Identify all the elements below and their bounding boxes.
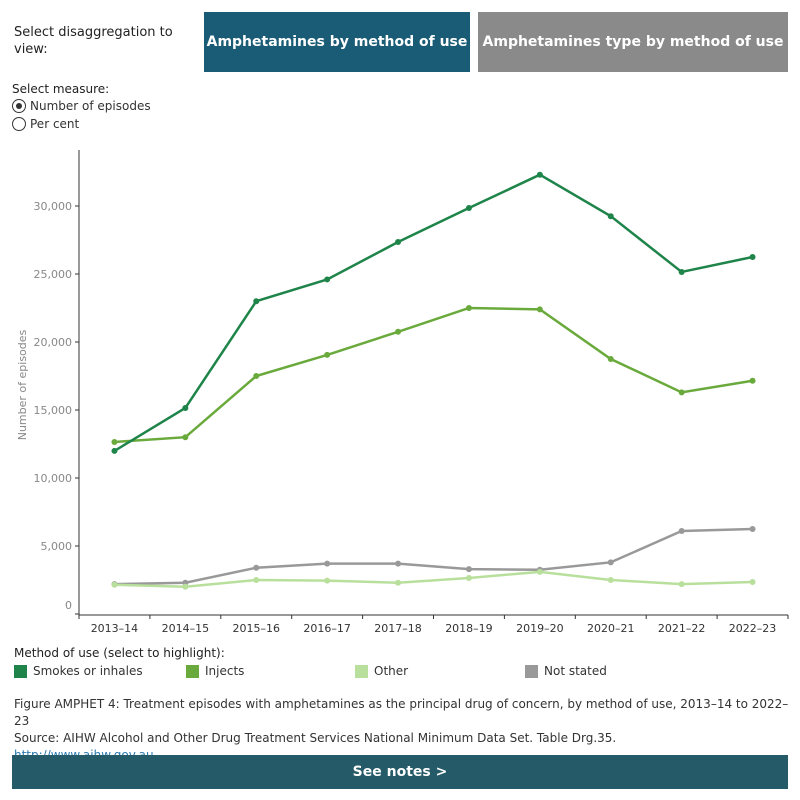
data-point [749, 377, 756, 384]
data-point [253, 373, 260, 379]
series-line [114, 306, 753, 444]
series-injects [111, 305, 756, 445]
data-point [607, 356, 614, 362]
data-point [324, 276, 331, 283]
y-axis-label: Number of episodes [16, 329, 29, 440]
x-tick-label: 2015–16 [233, 622, 281, 635]
data-point [465, 574, 472, 581]
data-point [678, 528, 685, 535]
data-point [182, 404, 189, 411]
data-point [465, 305, 472, 311]
series-not-stated [111, 526, 756, 588]
data-point [111, 581, 118, 588]
legend-item-other[interactable]: Other [355, 664, 408, 678]
legend-title: Method of use (select to highlight): [14, 646, 225, 660]
data-point [465, 205, 472, 212]
tab-amphetamines-by-method[interactable]: Amphetamines by method of use [204, 12, 470, 72]
measure-label: Select measure: [12, 82, 110, 96]
data-point [111, 438, 118, 445]
disaggregation-label: Select disaggregation to view: [14, 25, 173, 57]
x-tick-label: 2018–19 [445, 622, 493, 635]
y-tick-label: 25,000 [34, 268, 73, 281]
data-point [749, 579, 756, 586]
x-tick-label: 2014–15 [162, 622, 210, 635]
x-tick-label: 2021–22 [658, 622, 706, 635]
y-tick-label: 15,000 [34, 404, 73, 417]
radio-unselected-icon [12, 117, 26, 131]
data-point [395, 579, 402, 586]
y-tick-label: 20,000 [34, 336, 73, 349]
legend-item-injects[interactable]: Injects [186, 664, 244, 678]
x-tick-label: 2017–18 [374, 622, 422, 635]
data-point [465, 566, 472, 573]
line-chart: 0 5,000 10,000 15,000 20,000 25,000 30,000 201… [16, 150, 789, 635]
data-point [182, 434, 189, 441]
data-point [607, 577, 614, 583]
y-tick-label: 10,000 [34, 472, 73, 485]
data-point [536, 171, 543, 178]
legend-swatch [355, 664, 368, 678]
y-tick-label: 0 [65, 599, 72, 612]
data-point [182, 583, 189, 590]
data-point [324, 560, 331, 567]
y-axis: 0 5,000 10,000 15,000 20,000 25,000 30,000 [34, 150, 80, 615]
radio-selected-icon [12, 99, 26, 113]
data-point [536, 568, 543, 575]
legend-item-not-stated[interactable]: Not stated [525, 664, 607, 678]
data-point [324, 351, 331, 358]
x-tick-label: 2013–14 [91, 622, 139, 635]
data-point [678, 581, 685, 588]
legend-swatch [14, 664, 27, 678]
tab-amphetamines-type-by-method[interactable]: Amphetamines type by method of use [478, 12, 788, 72]
data-point [607, 559, 614, 566]
data-point [395, 239, 402, 246]
x-axis: 2013–14 2014–15 2015–16 2016–17 2017–18 2018–… [78, 614, 789, 635]
x-tick-label: 2019–20 [516, 622, 564, 635]
x-tick-label: 2016–17 [303, 622, 351, 635]
radio-number-of-episodes[interactable]: Number of episodes [12, 99, 151, 113]
legend-swatch [525, 664, 538, 678]
figure-caption: Figure AMPHET 4: Treatment episodes with… [14, 696, 800, 764]
data-point [324, 577, 331, 584]
x-tick-label: 2022–23 [729, 622, 777, 635]
x-tick-label: 2020–21 [587, 622, 635, 635]
source-text: Source: AIHW Alcohol and Other Drug Trea… [14, 731, 617, 745]
y-tick-label: 30,000 [34, 200, 73, 213]
y-tick-label: 5,000 [41, 540, 73, 553]
radio-per-cent[interactable]: Per cent [12, 117, 79, 131]
data-point [111, 447, 118, 454]
data-point [395, 560, 402, 567]
series-other [111, 568, 756, 590]
series-lines [111, 171, 756, 590]
data-point [607, 213, 614, 220]
series-line [114, 570, 753, 589]
figure-title: Figure AMPHET 4: Treatment episodes with… [14, 697, 789, 728]
data-point [253, 298, 260, 305]
legend-label: Not stated [544, 664, 607, 678]
data-point [253, 564, 260, 571]
see-notes-button[interactable]: See notes > [12, 755, 788, 789]
radio-label: Per cent [30, 117, 80, 131]
series-smokes-or-inhales [111, 171, 756, 454]
legend-label: Injects [205, 664, 245, 678]
series-line [114, 527, 753, 586]
data-point [678, 268, 685, 275]
data-point [749, 254, 756, 260]
data-point [395, 328, 402, 335]
legend-label: Other [374, 664, 409, 678]
legend-label: Smokes or inhales [33, 664, 143, 678]
data-point [536, 306, 543, 313]
data-point [678, 389, 685, 396]
legend-item-smokes[interactable]: Smokes or inhales [14, 664, 143, 678]
legend-swatch [186, 664, 199, 678]
data-point [749, 526, 756, 532]
radio-label: Number of episodes [30, 99, 151, 113]
data-point [253, 577, 260, 583]
series-line [113, 173, 753, 453]
